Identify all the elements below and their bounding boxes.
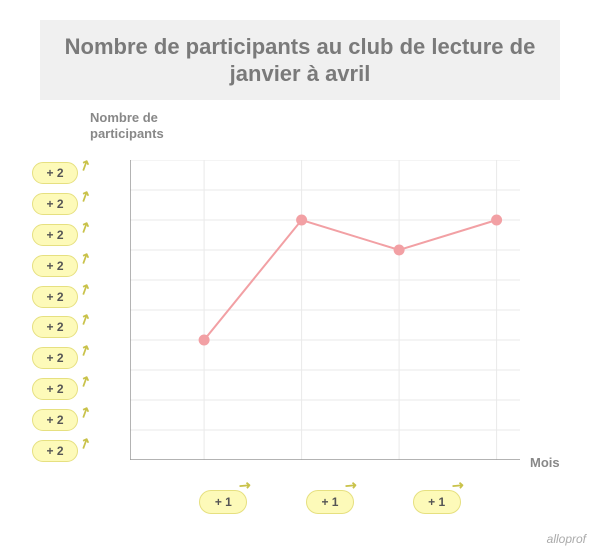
y-step-pill: + 2↗ — [32, 316, 78, 338]
x-step-pill: + 1↗ — [306, 490, 354, 514]
watermark: alloprof — [547, 532, 586, 546]
y-step-pill: + 2↗ — [32, 162, 78, 184]
x-axis-label: Mois — [530, 455, 560, 470]
chart-title-banner: Nombre de participants au club de lectur… — [40, 20, 560, 100]
arrow-up-icon: ↗ — [76, 341, 94, 361]
arrow-up-icon: ↗ — [76, 248, 94, 268]
y-step-pill: + 2↗ — [32, 224, 78, 246]
y-step-pill: + 2↗ — [32, 378, 78, 400]
y-step-pill: + 2↗ — [32, 409, 78, 431]
chart-svg — [130, 160, 520, 460]
line-chart — [130, 160, 520, 460]
y-step-pill: + 2↗ — [32, 255, 78, 277]
y-step-pills: + 2↗ + 2↗ + 2↗ + 2↗ + 2↗ + 2↗ + 2↗ + 2↗ + 2↗ + 2↗ — [32, 162, 92, 462]
arrow-right-icon: ↗ — [235, 475, 255, 496]
chart-title: Nombre de participants au club de lectur… — [60, 33, 540, 88]
arrow-up-icon: ↗ — [76, 217, 94, 237]
y-step-pill: + 2↗ — [32, 347, 78, 369]
arrow-up-icon: ↗ — [76, 433, 94, 453]
arrow-up-icon: ↗ — [76, 279, 94, 299]
x-step-pills: + 1↗ + 1↗ + 1↗ — [170, 490, 490, 514]
arrow-up-icon: ↗ — [76, 186, 94, 206]
arrow-right-icon: ↗ — [448, 475, 468, 496]
arrow-right-icon: ↗ — [341, 475, 361, 496]
y-step-pill: + 2↗ — [32, 193, 78, 215]
arrow-up-icon: ↗ — [76, 371, 94, 391]
x-step-pill: + 1↗ — [199, 490, 247, 514]
y-step-pill: + 2↗ — [32, 286, 78, 308]
arrow-up-icon: ↗ — [76, 155, 94, 175]
arrow-up-icon: ↗ — [76, 402, 94, 422]
y-step-pill: + 2↗ — [32, 440, 78, 462]
y-axis-label: Nombre departicipants — [90, 110, 164, 141]
arrow-up-icon: ↗ — [76, 310, 94, 330]
x-step-pill: + 1↗ — [413, 490, 461, 514]
